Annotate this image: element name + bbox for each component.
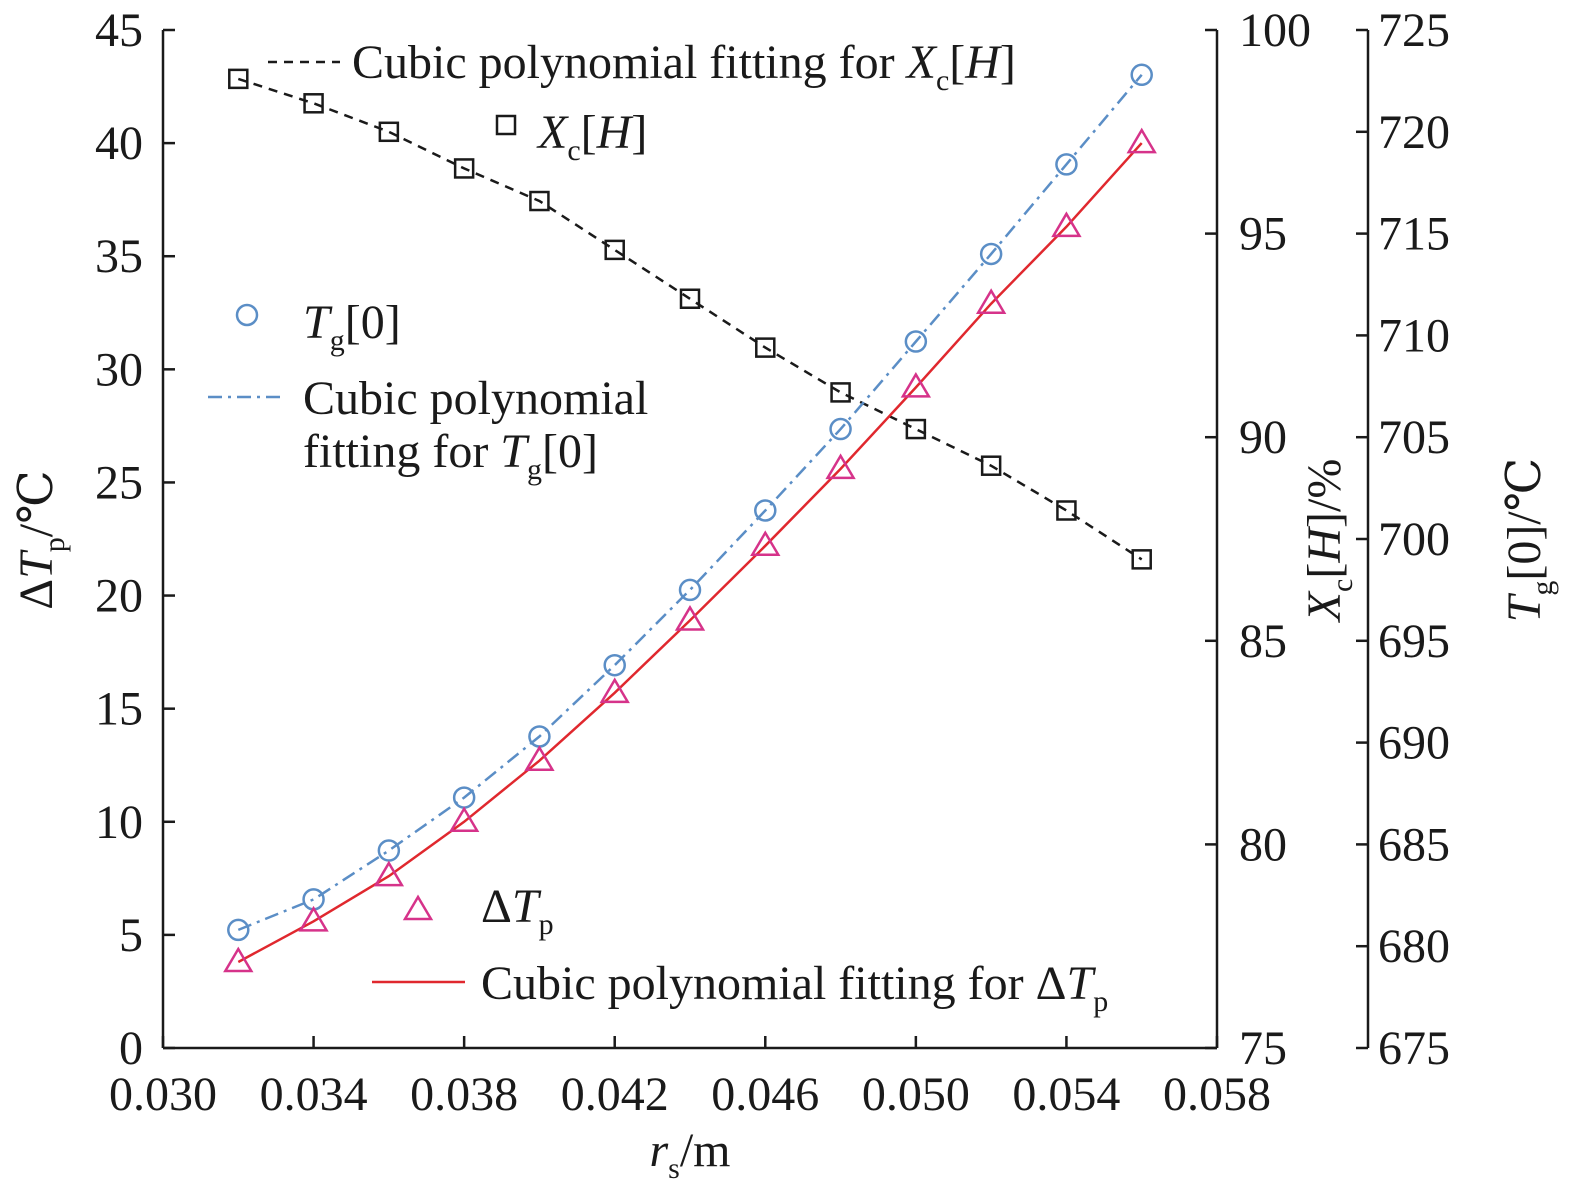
point-Tg <box>979 242 1003 266</box>
point-Xc <box>378 121 400 143</box>
legend-label-xc-marker: Xc[H] <box>536 106 647 167</box>
fit-line-dTp <box>237 142 1143 964</box>
point-dTp <box>975 288 1007 314</box>
point-Xc <box>755 337 776 358</box>
point-Tg <box>754 499 777 522</box>
point-Tg <box>377 839 401 862</box>
legend-label-xc-fit: Cubic polynomial fitting for Xc[H] <box>352 36 1016 97</box>
point-Tg <box>603 653 626 677</box>
legend-label-tg-marker: Tg[0] <box>303 296 401 357</box>
legend-label-dtp-marker: ΔTp <box>481 880 554 941</box>
tg-tick-label: 720 <box>1378 106 1450 159</box>
point-dTp <box>1126 127 1157 154</box>
legend-label-tg-fit-line2: fitting for Tg[0] <box>303 425 598 486</box>
dtp-tick-label: 35 <box>95 230 143 283</box>
point-dTp <box>599 677 630 704</box>
point-dTp <box>1051 211 1082 238</box>
legend: Cubic polynomial fitting for Xc[H] Xc[H] T… <box>208 36 1108 1018</box>
point-Xc <box>1056 500 1077 521</box>
data-series <box>223 63 1157 973</box>
tg-tick-label: 685 <box>1378 818 1450 871</box>
dtp-tick-label: 25 <box>95 456 143 509</box>
point-dTp <box>750 530 781 557</box>
point-Xc <box>453 158 475 179</box>
point-Xc <box>604 239 625 261</box>
legend-swatch-dtp-marker <box>402 894 434 921</box>
axis-tick-labels: 0.030 0.034 0.038 0.042 0.046 0.050 0.054 0.058… <box>95 4 1450 1121</box>
xc-tick-label: 95 <box>1239 208 1287 261</box>
fit-line-Xc <box>237 77 1143 561</box>
x-tick-label: 0.054 <box>1012 1068 1120 1121</box>
tg-tick-label: 680 <box>1378 920 1450 973</box>
point-Xc <box>228 68 249 90</box>
series-Xc <box>228 68 1152 570</box>
x-tick-label: 0.034 <box>260 1068 368 1121</box>
legend-label-dtp-fit: Cubic polynomial fitting for ΔTp <box>481 957 1108 1018</box>
tg-tick-label: 705 <box>1378 411 1450 464</box>
point-dTp <box>298 905 329 932</box>
x-tick-label: 0.058 <box>1163 1068 1271 1121</box>
point-Xc <box>980 455 1002 476</box>
point-dTp <box>674 604 706 631</box>
tg-tick-label: 695 <box>1378 615 1450 668</box>
xc-tick-label: 90 <box>1239 411 1287 464</box>
dtp-tick-label: 20 <box>95 570 143 623</box>
legend-swatch-xc-marker <box>495 114 517 136</box>
x-tick-label: 0.046 <box>711 1068 819 1121</box>
axis-titles: rs/m ΔTp/℃ Xc[H]/% Tg[0]/℃ <box>10 458 1559 1185</box>
point-Xc <box>679 288 701 310</box>
point-Tg <box>678 578 702 602</box>
point-Xc <box>303 93 324 114</box>
x-axis-title: rs/m <box>649 1124 730 1185</box>
x-tick-label: 0.030 <box>109 1068 217 1121</box>
point-Tg <box>1130 63 1153 87</box>
xc-tick-label: 85 <box>1239 615 1287 668</box>
tg-tick-label: 700 <box>1378 513 1450 566</box>
xc-tick-label: 75 <box>1239 1022 1287 1075</box>
point-dTp <box>448 806 480 833</box>
point-Tg <box>227 918 250 942</box>
dtp-tick-label: 30 <box>95 343 143 396</box>
x-tick-label: 0.038 <box>410 1068 518 1121</box>
dtp-axis-title: ΔTp/℃ <box>10 470 71 610</box>
fit-line-Tg <box>237 73 1143 932</box>
tg-tick-label: 690 <box>1378 717 1450 770</box>
point-Xc <box>1131 549 1152 570</box>
tg-tick-label: 725 <box>1378 4 1450 57</box>
point-dTp <box>223 946 254 973</box>
point-Xc <box>830 382 851 403</box>
point-dTp <box>900 371 932 398</box>
series-Tg <box>227 63 1153 942</box>
point-dTp <box>373 860 405 887</box>
dtp-tick-label: 40 <box>95 117 143 170</box>
dtp-tick-label: 5 <box>119 909 143 962</box>
legend-label-tg-fit-line1: Cubic polynomial <box>303 372 648 425</box>
plot-frame <box>161 30 1370 1050</box>
point-Tg <box>1055 153 1078 176</box>
x-tick-label: 0.042 <box>561 1068 669 1121</box>
xc-tick-label: 100 <box>1239 4 1311 57</box>
xc-tick-label: 80 <box>1239 818 1287 871</box>
point-Xc <box>905 418 927 440</box>
point-dTp <box>825 453 856 480</box>
legend-swatch-tg-marker <box>235 303 259 327</box>
point-Xc <box>529 190 550 212</box>
point-dTp <box>524 745 555 771</box>
dtp-tick-label: 0 <box>119 1022 143 1075</box>
dtp-tick-label: 15 <box>95 683 143 736</box>
point-Tg <box>829 417 852 441</box>
tg-tick-label: 710 <box>1378 309 1450 362</box>
series-dTp <box>223 127 1157 973</box>
x-tick-label: 0.050 <box>862 1068 970 1121</box>
dtp-tick-label: 10 <box>95 796 143 849</box>
point-Tg <box>904 330 928 353</box>
tg-tick-label: 715 <box>1378 208 1450 261</box>
tg-axis-title: Tg[0]/℃ <box>1498 458 1559 623</box>
dtp-tick-label: 45 <box>95 4 143 57</box>
axis-ticks <box>161 28 1368 1050</box>
xc-axis-title: Xc[H]/% <box>1298 459 1359 624</box>
tg-tick-label: 675 <box>1378 1022 1450 1075</box>
